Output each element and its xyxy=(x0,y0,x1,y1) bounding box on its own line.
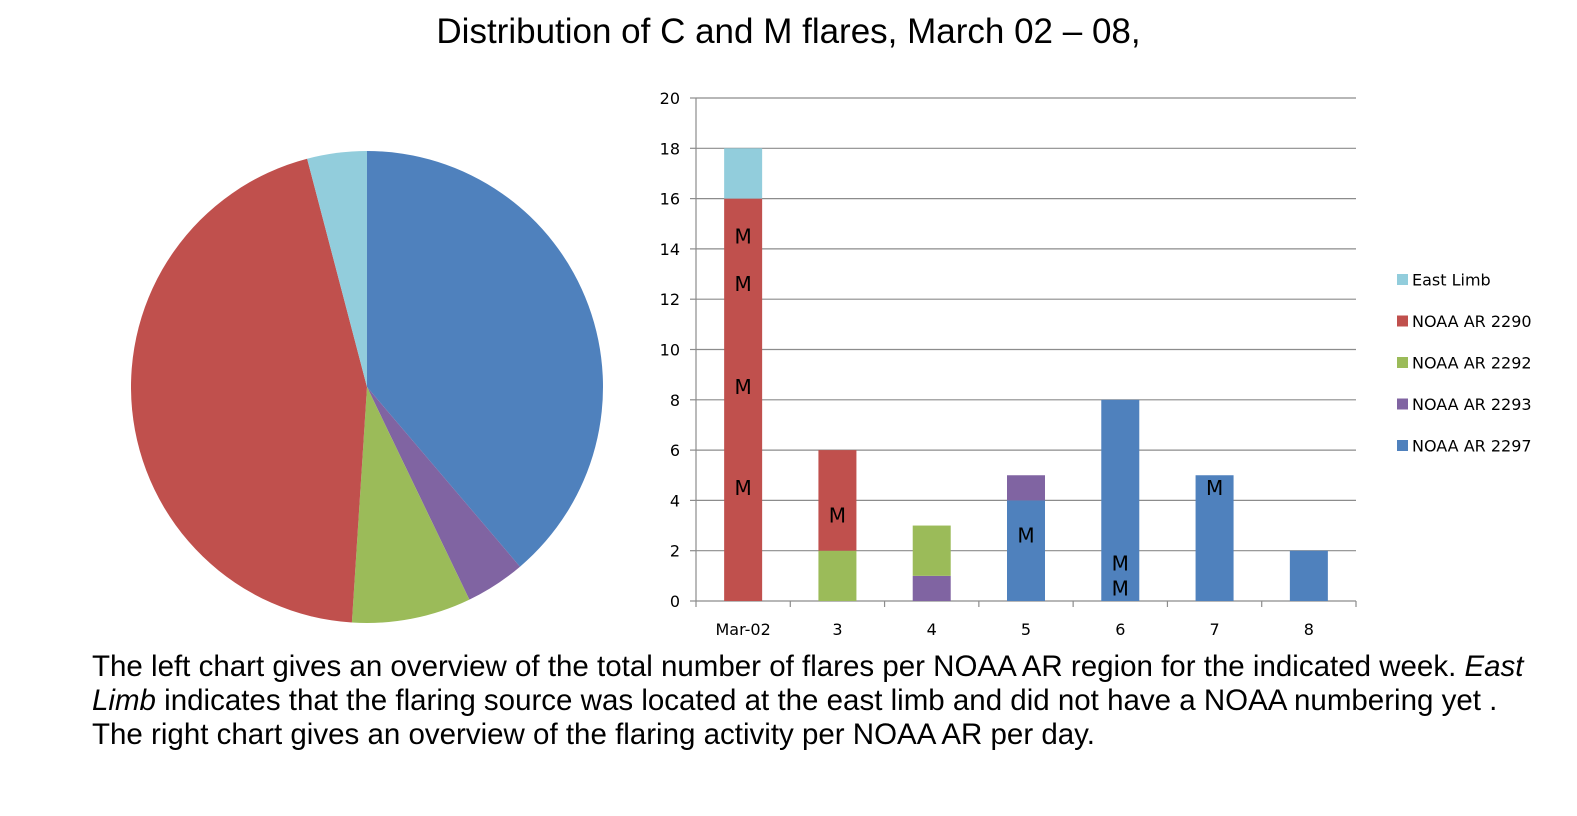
m-flare-label: M xyxy=(1112,551,1129,575)
bar-noaa-ar-2297-5 xyxy=(1007,500,1045,601)
bar-noaa-ar-2297-8 xyxy=(1289,550,1328,601)
x-tick-label: 3 xyxy=(832,620,842,639)
caption-part2: indicates that the flaring source was lo… xyxy=(92,684,1498,751)
m-flare-label: M xyxy=(735,272,752,296)
y-tick-label: 4 xyxy=(670,491,680,510)
x-tick-label: 6 xyxy=(1115,620,1125,639)
y-tick-label: 12 xyxy=(660,290,680,309)
y-tick-label: 18 xyxy=(660,139,680,158)
x-tick-label: Mar-02 xyxy=(715,620,770,639)
bar-noaa-ar-2293-4 xyxy=(912,575,951,601)
bar-east-limb-mar-02 xyxy=(724,148,763,199)
legend-swatch-noaa-ar-2297 xyxy=(1397,440,1408,451)
pie-slice-noaa-ar-2297 xyxy=(367,151,603,567)
bar-noaa-ar-2292-3 xyxy=(818,550,857,601)
y-tick-label: 8 xyxy=(670,391,680,410)
y-tick-label: 16 xyxy=(660,190,680,209)
pie-chart xyxy=(131,151,603,623)
m-flare-label: M xyxy=(829,503,846,527)
y-tick-label: 2 xyxy=(670,542,680,561)
legend-swatch-east-limb xyxy=(1397,274,1408,285)
legend-label-east-limb: East Limb xyxy=(1412,271,1491,290)
bar-noaa-ar-2293-5 xyxy=(1007,475,1045,501)
legend-label-noaa-ar-2293: NOAA AR 2293 xyxy=(1412,395,1532,414)
pie-slice-noaa-ar-2293 xyxy=(367,387,520,600)
legend-swatch-noaa-ar-2290 xyxy=(1397,315,1408,327)
m-flare-label: M xyxy=(735,224,752,248)
legend-swatch-noaa-ar-2292 xyxy=(1397,357,1408,368)
m-flare-label: M xyxy=(1112,576,1129,600)
bar-noaa-ar-2297-6 xyxy=(1101,399,1140,601)
legend-label-noaa-ar-2297: NOAA AR 2297 xyxy=(1412,437,1532,456)
x-tick-label: 4 xyxy=(927,620,937,639)
chart-title: Distribution of C and M flares, March 02… xyxy=(436,12,1141,51)
m-flare-label: M xyxy=(1017,524,1034,548)
bar-noaa-ar-2292-4 xyxy=(912,525,951,576)
caption: The left chart gives an overview of the … xyxy=(92,650,1552,752)
y-tick-label: 10 xyxy=(660,341,680,360)
pie-slice-east-limb xyxy=(307,151,367,387)
pie-slice-noaa-ar-2292 xyxy=(351,387,470,623)
y-tick-label: 6 xyxy=(670,441,680,460)
bar-noaa-ar-2297-7 xyxy=(1195,475,1234,601)
x-tick-label: 8 xyxy=(1304,620,1314,639)
legend-label-noaa-ar-2292: NOAA AR 2292 xyxy=(1412,354,1532,373)
x-tick-label: 7 xyxy=(1209,620,1219,639)
caption-part1: The left chart gives an overview of the … xyxy=(92,650,1465,683)
m-flare-label: M xyxy=(735,375,752,399)
legend-label-noaa-ar-2290: NOAA AR 2290 xyxy=(1412,312,1532,331)
caption-emph: East Limb xyxy=(92,650,1524,717)
y-tick-label: 20 xyxy=(660,89,680,108)
pie-slice-noaa-ar-2290 xyxy=(131,158,367,623)
x-tick-label: 5 xyxy=(1021,620,1031,639)
m-flare-label: M xyxy=(1206,476,1223,500)
bar-noaa-ar-2290-mar-02 xyxy=(724,198,763,601)
y-tick-label: 0 xyxy=(670,592,680,611)
m-flare-label: M xyxy=(735,476,752,500)
y-tick-label: 14 xyxy=(660,240,680,259)
legend-swatch-noaa-ar-2293 xyxy=(1397,398,1408,410)
bar-noaa-ar-2290-3 xyxy=(818,450,857,551)
